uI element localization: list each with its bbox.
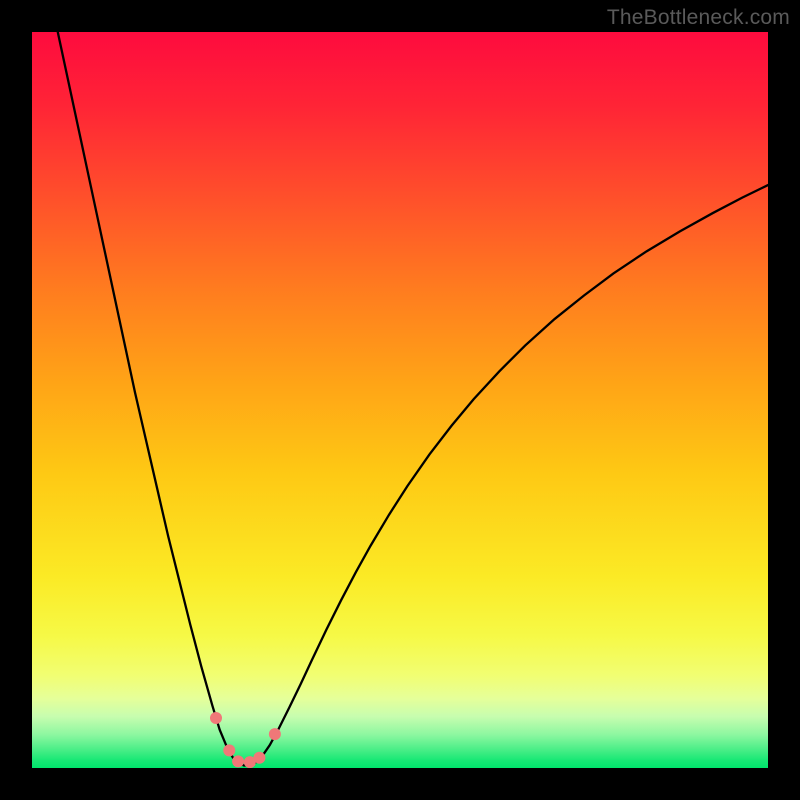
curve-marker [223,744,235,756]
curve-marker [253,752,265,764]
watermark: TheBottleneck.com [607,6,790,30]
curve-layer [32,32,768,768]
curve-marker [269,728,281,740]
curve-marker [232,755,244,767]
plot-area [32,32,768,768]
bottleneck-curve [58,32,768,765]
marker-group [210,712,281,768]
curve-marker [210,712,222,724]
